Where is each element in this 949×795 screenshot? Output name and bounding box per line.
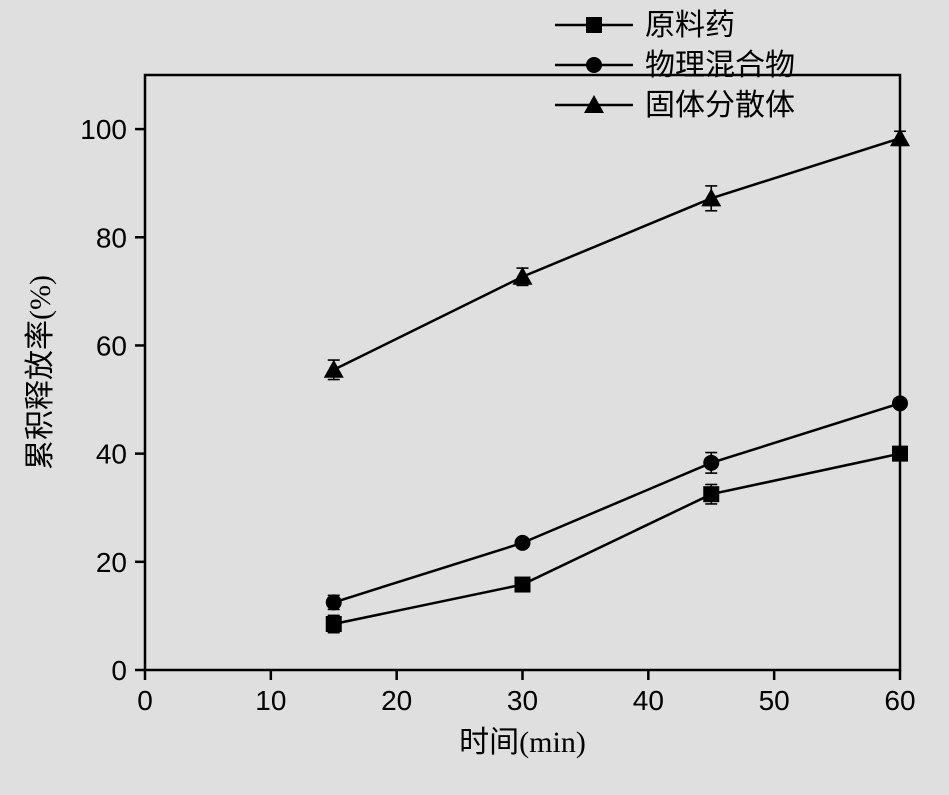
marker-triangle: [890, 128, 910, 146]
series-line-disp: [334, 138, 900, 370]
chart-container: 0 10 20 30 40 50 60 时间(min) 0 20 40 60 80 100 累积释放率(%)…: [0, 0, 949, 795]
y-axis-title: 累积释放率(%): [24, 275, 57, 470]
marker-square: [515, 577, 531, 593]
marker-circle: [703, 455, 719, 471]
y-tick-label: 0: [111, 655, 127, 686]
marker-circle: [586, 57, 602, 73]
series-line-phys: [334, 403, 900, 602]
x-tick-label: 30: [507, 685, 538, 716]
legend-label: 原料药: [645, 9, 735, 42]
marker-square: [892, 446, 908, 462]
y-tick-label: 80: [96, 222, 127, 253]
x-tick-label: 50: [759, 685, 790, 716]
marker-triangle: [324, 360, 344, 378]
y-tick-label: 100: [80, 114, 127, 145]
marker-circle: [515, 535, 531, 551]
legend-label: 物理混合物: [645, 49, 795, 82]
legend-label: 固体分散体: [645, 89, 795, 122]
marker-circle: [326, 594, 342, 610]
x-tick-label: 60: [884, 685, 915, 716]
x-tick-label: 40: [633, 685, 664, 716]
chart-svg: 0 10 20 30 40 50 60 时间(min) 0 20 40 60 80 100 累积释放率(%)…: [0, 0, 949, 795]
y-tick-label: 60: [96, 330, 127, 361]
y-tick-label: 40: [96, 439, 127, 470]
x-tick-label: 10: [255, 685, 286, 716]
x-axis-title: 时间(min): [459, 726, 586, 759]
series-line-raw: [334, 454, 900, 624]
x-tick-label: 20: [381, 685, 412, 716]
marker-square: [586, 17, 602, 33]
marker-square: [703, 486, 719, 502]
marker-triangle: [513, 267, 533, 285]
x-tick-label: 0: [137, 685, 153, 716]
marker-square: [326, 616, 342, 632]
marker-circle: [892, 395, 908, 411]
y-tick-label: 20: [96, 547, 127, 578]
